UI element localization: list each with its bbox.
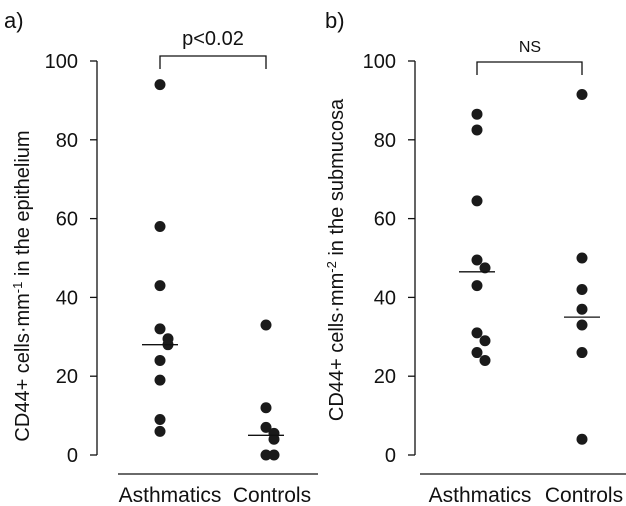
panel-b-controls-point [576,433,588,445]
panel-b-y-axis: 0 20 40 60 80 100 [363,51,416,467]
panel-a-asthmatics-point [154,323,166,335]
panel-b-y-tick-label: 80 [374,130,396,152]
panel-a-asthmatics-point [154,79,166,91]
panel-a: a) CD44+ cells·mm-1 in the epithelium 0 2… [4,8,318,506]
panel-b-controls-point [576,252,588,264]
panel-a-y-tick-label: 20 [56,366,78,388]
panel-a-y-axis: 0 20 40 60 80 100 [45,51,98,467]
panel-b: b) CD44+ cells·mm-2 in the submucosa 0 20… [324,8,626,506]
panel-a-controls-point [268,449,280,461]
panel-a-category-controls: Controls [233,484,311,506]
panel-a-asthmatics-point [154,220,166,232]
panel-a-y-tick-label: 40 [56,287,78,309]
panel-a-asthmatics-point [154,354,166,366]
panel-a-y-tick-label: 80 [56,130,78,152]
panel-b-marks [459,88,600,445]
panel-b-asthmatics-point [479,262,491,274]
panel-b-asthmatics-point [471,108,483,120]
panel-b-asthmatics-point [471,280,483,292]
panel-b-asthmatics-point [471,124,483,136]
panel-b-asthmatics-point [471,195,483,207]
panel-b-y-tick-label: 0 [385,445,396,467]
panel-a-controls-point [260,421,272,433]
panel-a-significance-bracket [159,55,267,69]
panel-a-controls-point [260,402,272,414]
panel-b-asthmatics-point [471,347,483,359]
panel-a-label: a) [4,8,24,33]
panel-a-marks [142,79,284,461]
panel-b-y-tick-label: 20 [374,366,396,388]
panel-b-y-tick-label: 100 [363,51,396,73]
panel-a-y-tick-label: 60 [56,209,78,231]
panel-b-asthmatics-point [471,254,483,266]
panel-a-asthmatics-point [154,280,166,292]
panel-b-asthmatics-point [479,335,491,347]
panel-a-y-axis-title: CD44+ cells·mm-1 in the epithelium [10,130,35,441]
panel-a-asthmatics-point [154,374,166,386]
panel-b-controls-point [576,319,588,331]
panel-a-asthmatics-point [154,425,166,437]
panel-b-controls-point [576,303,588,315]
panel-a-asthmatics-point [154,414,166,426]
panel-b-label: b) [325,8,345,33]
panel-b-category-asthmatics: Asthmatics [429,484,532,506]
panel-b-category-controls: Controls [545,484,623,506]
panel-a-y-tick-label: 100 [45,51,78,73]
panel-b-y-axis-title: CD44+ cells·mm-2 in the submucosa [324,98,349,421]
panel-b-significance-label: NS [519,39,541,56]
panel-b-controls-point [576,88,588,100]
panel-a-controls-point [260,449,272,461]
panel-b-controls-point [576,284,588,296]
panel-a-category-asthmatics: Asthmatics [119,484,222,506]
panel-b-asthmatics-point [471,327,483,339]
panel-a-significance-label: p<0.02 [182,28,244,50]
panel-a-controls-point [260,319,272,331]
panel-b-y-tick-label: 60 [374,209,396,231]
panel-a-y-tick-label: 0 [67,445,78,467]
panel-b-asthmatics-point [479,354,491,366]
panel-b-controls-point [576,347,588,359]
panel-b-significance-bracket [476,61,583,75]
panel-b-y-tick-label: 40 [374,287,396,309]
panel-a-controls-point [268,433,280,445]
